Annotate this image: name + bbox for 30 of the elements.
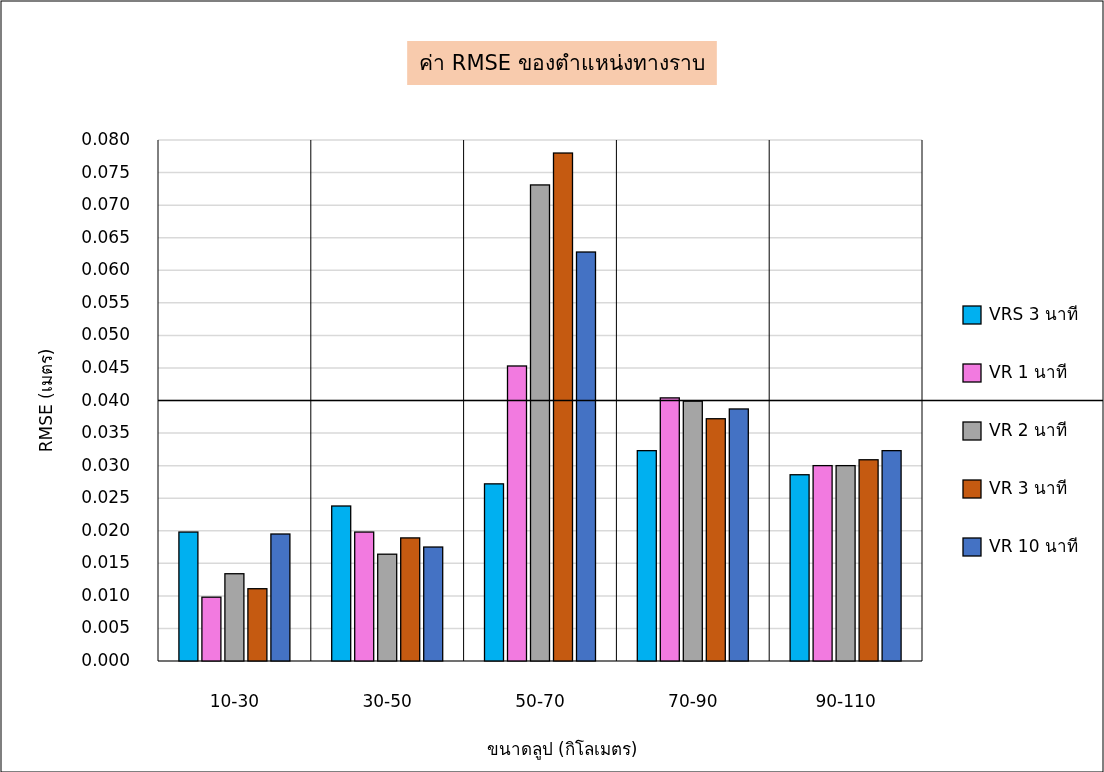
y-tick-label: 0.065 xyxy=(81,226,130,247)
legend-label: VR 1 นาที xyxy=(989,362,1068,382)
x-tick-label: 10-30 xyxy=(209,691,260,711)
x-axis-title: ขนาดลูป (กิโลเมตร) xyxy=(486,739,638,760)
y-tick-label: 0.075 xyxy=(81,161,130,182)
legend-label: VR 10 นาที xyxy=(989,536,1078,556)
y-tick-label: 0.070 xyxy=(81,194,130,215)
legend-label: VR 2 นาที xyxy=(989,420,1068,440)
y-tick-label: 0.030 xyxy=(81,454,130,475)
y-tick-label: 0.000 xyxy=(81,650,130,670)
y-tick-label: 0.080 xyxy=(81,129,130,149)
legend-label: VR 3 นาที xyxy=(989,478,1068,498)
x-tick-label: 90-110 xyxy=(815,691,876,711)
x-tick-label: 70-90 xyxy=(668,691,718,711)
y-tick-label: 0.055 xyxy=(81,291,130,312)
x-tick-label: 30-50 xyxy=(362,691,412,711)
y-axis-title: RMSE (เมตร) xyxy=(36,348,56,453)
y-tick-label: 0.050 xyxy=(81,324,130,345)
y-tick-label: 0.060 xyxy=(81,259,130,280)
y-tick-label: 0.040 xyxy=(81,389,130,410)
y-tick-label: 0.025 xyxy=(81,487,130,508)
y-tick-label: 0.045 xyxy=(81,356,130,377)
y-tick-label: 0.005 xyxy=(81,617,130,638)
y-tick-label: 0.010 xyxy=(81,584,130,605)
y-tick-label: 0.015 xyxy=(81,552,130,573)
chart-title: ค่า RMSE ของตำแหน่งทางราบ xyxy=(419,51,705,75)
legend-label: VRS 3 นาที xyxy=(989,304,1078,324)
x-tick-label: 50-70 xyxy=(515,691,565,711)
y-tick-label: 0.020 xyxy=(81,519,130,540)
y-tick-label: 0.035 xyxy=(81,422,130,443)
